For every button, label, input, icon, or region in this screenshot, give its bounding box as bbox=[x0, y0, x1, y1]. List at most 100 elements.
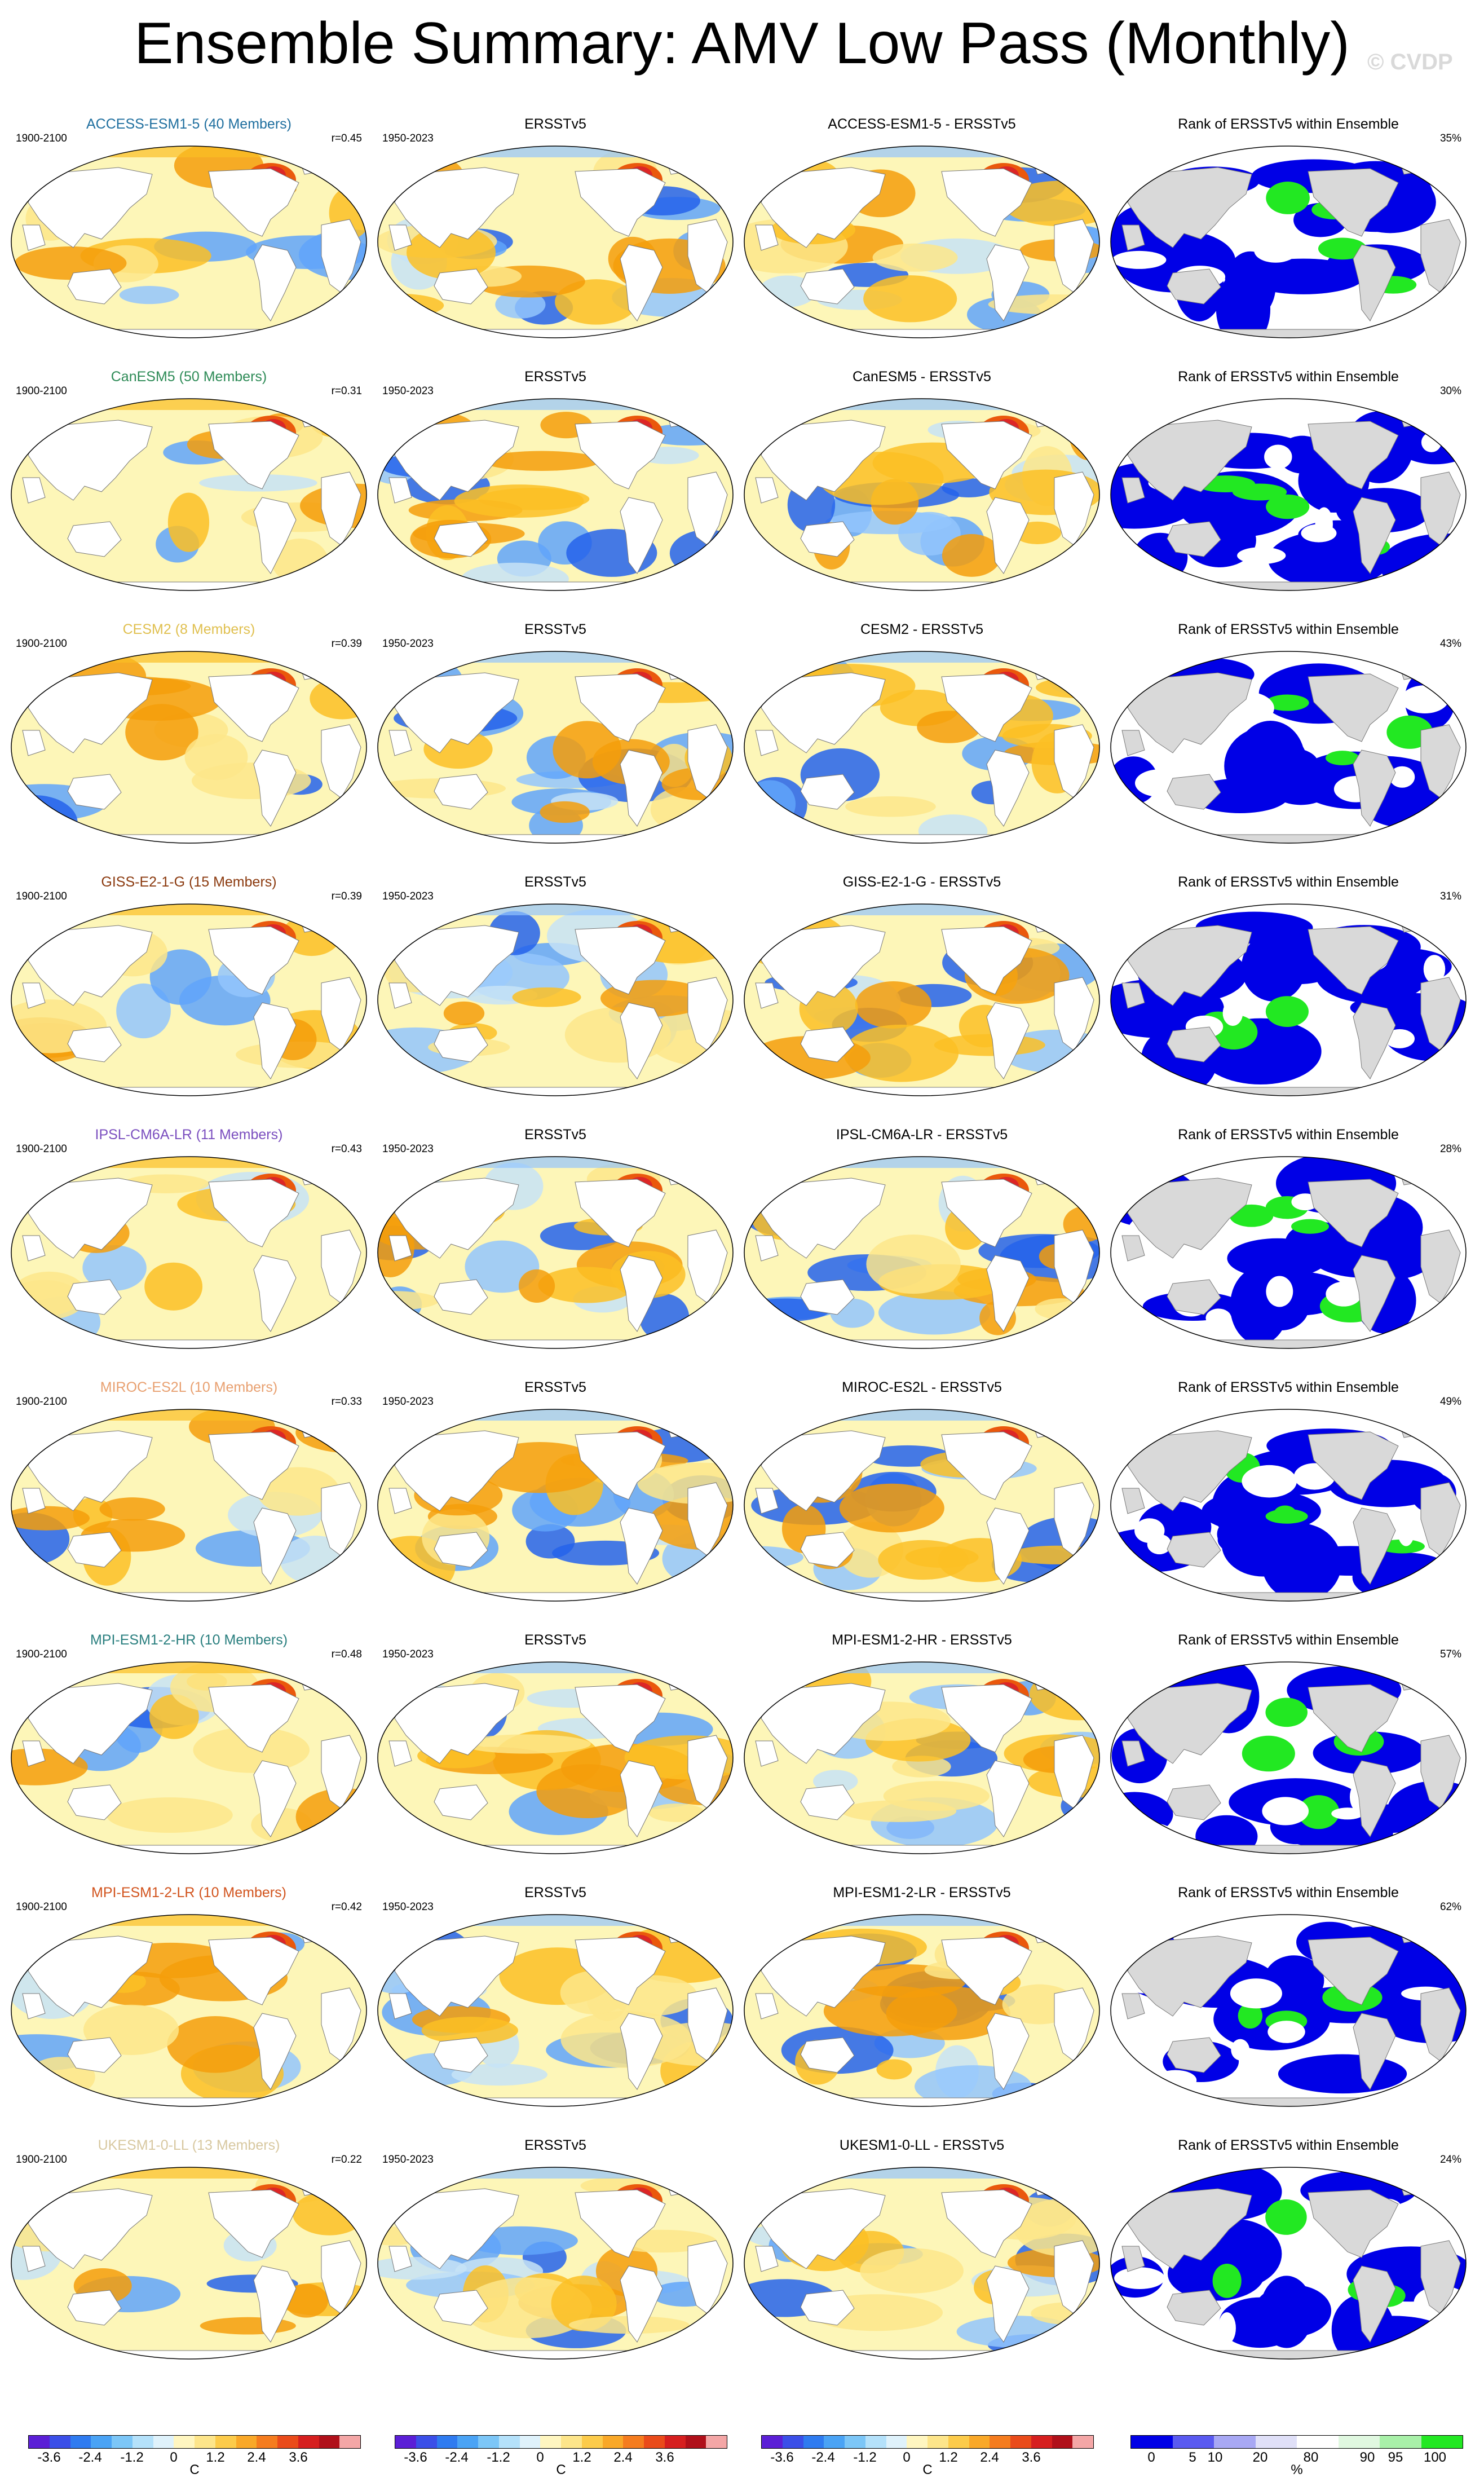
land-mass bbox=[388, 1488, 412, 1514]
land-mass bbox=[434, 2037, 488, 2073]
colorbar-swatch bbox=[257, 2436, 277, 2448]
land-mass bbox=[388, 477, 412, 504]
land-mass bbox=[67, 1026, 122, 1062]
colorbar-tick-label: 2.4 bbox=[980, 2450, 999, 2465]
rank-low-region bbox=[1111, 483, 1194, 529]
land-mass bbox=[620, 497, 663, 574]
map-plot bbox=[744, 145, 1100, 338]
land-mass bbox=[755, 1740, 779, 1767]
panel-title: Rank of ERSSTv5 within Ensemble bbox=[1178, 1127, 1399, 1143]
rank-percent: 28% bbox=[1439, 1143, 1461, 1155]
colorbar-swatch bbox=[112, 2436, 132, 2448]
land-mass bbox=[321, 219, 361, 293]
land-mass bbox=[575, 926, 666, 995]
land-mass bbox=[1167, 774, 1221, 810]
observed-panel: ERSSTv5 1950-2023 bbox=[372, 1126, 739, 1379]
rank-percent: 49% bbox=[1439, 1396, 1461, 1408]
observed-panel: ERSSTv5 1950-2023 bbox=[372, 1884, 739, 2137]
colorbar-swatch bbox=[395, 2436, 416, 2448]
colorbar-model: -3.6 -2.4 -1.2 0 1.2 2.4 3.6 C bbox=[28, 2435, 361, 2477]
land-mass bbox=[761, 1935, 886, 2017]
rank-mid-region bbox=[1230, 1978, 1282, 2009]
rank-percent: 31% bbox=[1439, 890, 1461, 902]
land-mass bbox=[67, 1279, 122, 1315]
rank-high-region bbox=[1238, 2003, 1263, 2029]
rank-panel: Rank of ERSSTv5 within Ensemble 43% bbox=[1105, 621, 1472, 874]
land-mass bbox=[1150, 581, 1427, 590]
land-mass bbox=[761, 672, 886, 753]
pattern-correlation: r=0.33 bbox=[331, 1396, 362, 1408]
land-mass bbox=[434, 1026, 488, 1062]
warm-anomaly bbox=[518, 1269, 555, 1303]
model-panel: UKESM1-0-LL (13 Members) 1900-2100 r=0.22 bbox=[6, 2137, 372, 2389]
land-mass bbox=[1420, 977, 1461, 1051]
warm-anomaly bbox=[892, 1756, 951, 1778]
map-plot bbox=[1110, 2167, 1467, 2360]
pattern-correlation: r=0.45 bbox=[331, 133, 362, 144]
land-mass bbox=[1127, 1935, 1252, 2017]
map-plot bbox=[744, 1409, 1100, 1602]
land-mass bbox=[388, 2246, 412, 2272]
arctic-band bbox=[744, 651, 1099, 663]
map-plot bbox=[11, 903, 367, 1096]
land-mass bbox=[394, 1683, 519, 1764]
land-mass bbox=[687, 1229, 728, 1304]
colorbar-swatch bbox=[782, 2436, 803, 2448]
rank-mid-region bbox=[1171, 1761, 1208, 1789]
map-plot bbox=[744, 1661, 1100, 1854]
land-mass bbox=[800, 1026, 855, 1062]
colorbar-swatch bbox=[602, 2436, 624, 2448]
summary-row: IPSL-CM6A-LR (11 Members) 1900-2100 r=0.43… bbox=[0, 1126, 1484, 1379]
colorbar-swatch bbox=[685, 2436, 706, 2448]
land-mass bbox=[1353, 1507, 1396, 1585]
colorbar-swatch bbox=[1072, 2436, 1093, 2448]
land-mass bbox=[394, 167, 519, 248]
rank-mid-region bbox=[1231, 2039, 1250, 2061]
land-mass bbox=[1420, 471, 1461, 546]
arctic-band bbox=[378, 1662, 733, 1673]
land-mass bbox=[1353, 497, 1396, 574]
land-mass bbox=[941, 673, 1032, 742]
panel-title: Rank of ERSSTv5 within Ensemble bbox=[1178, 1632, 1399, 1648]
panel-title: Rank of ERSSTv5 within Ensemble bbox=[1178, 116, 1399, 132]
land-mass bbox=[1308, 168, 1399, 237]
rank-mid-region bbox=[1397, 1512, 1415, 1546]
rank-panel: Rank of ERSSTv5 within Ensemble 24% bbox=[1105, 2137, 1472, 2389]
warm-anomaly bbox=[553, 721, 621, 779]
land-mass bbox=[941, 1179, 1032, 1247]
model-panel: IPSL-CM6A-LR (11 Members) 1900-2100 r=0.43 bbox=[6, 1126, 372, 1379]
land-mass bbox=[321, 977, 361, 1051]
rank-high-region bbox=[1265, 996, 1309, 1028]
warm-anomaly bbox=[823, 1986, 957, 2037]
map-plot bbox=[744, 1914, 1100, 2107]
warm-anomaly bbox=[443, 1001, 485, 1025]
land-mass bbox=[208, 1179, 299, 1247]
land-mass bbox=[208, 421, 299, 490]
map-border bbox=[1110, 1409, 1467, 1602]
land-mass bbox=[1127, 672, 1252, 753]
colorbar-swatch bbox=[70, 2436, 91, 2448]
land-mass bbox=[783, 581, 1061, 590]
land-mass bbox=[783, 1339, 1061, 1348]
land-mass bbox=[941, 168, 1032, 237]
land-mass bbox=[1121, 1235, 1145, 1262]
panel-period: 1950-2023 bbox=[382, 2154, 434, 2166]
map-border bbox=[11, 903, 367, 1096]
colorbar-swatch bbox=[457, 2436, 478, 2448]
pattern-correlation: r=0.39 bbox=[331, 890, 362, 902]
rank-high-region bbox=[1229, 1204, 1274, 1227]
land-mass bbox=[67, 1532, 122, 1568]
warm-anomaly bbox=[284, 2283, 328, 2318]
land-mass bbox=[50, 1592, 328, 1601]
colorbar-swatch bbox=[886, 2436, 907, 2448]
cool-anomaly bbox=[495, 290, 546, 319]
map-border bbox=[1110, 651, 1467, 844]
land-mass bbox=[28, 1935, 153, 2017]
land-mass bbox=[1420, 1735, 1461, 1809]
land-mass bbox=[620, 749, 663, 827]
land-mass bbox=[67, 521, 122, 557]
land-mass bbox=[986, 244, 1030, 321]
land-mass bbox=[620, 1002, 663, 1079]
warm-anomaly bbox=[144, 1262, 203, 1311]
land-mass bbox=[22, 1993, 46, 2020]
